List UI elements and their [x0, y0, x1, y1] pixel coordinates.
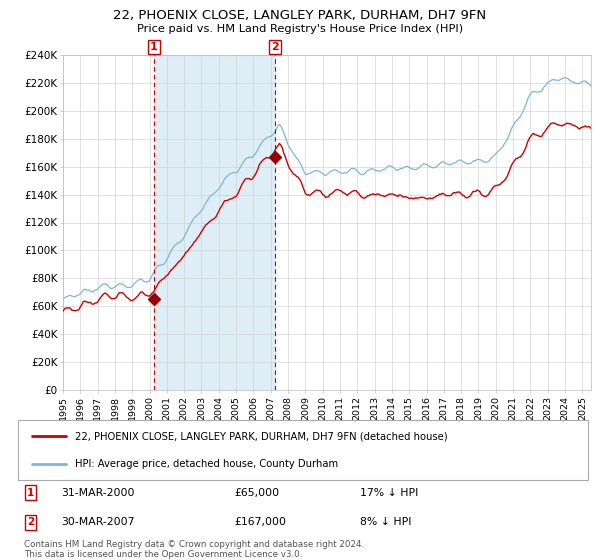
Text: 1: 1 — [150, 42, 158, 52]
Text: 1: 1 — [27, 488, 34, 498]
Text: 31-MAR-2000: 31-MAR-2000 — [61, 488, 134, 498]
FancyBboxPatch shape — [18, 420, 588, 480]
Bar — [154, 55, 275, 390]
Text: Price paid vs. HM Land Registry's House Price Index (HPI): Price paid vs. HM Land Registry's House … — [137, 24, 463, 34]
Text: 2: 2 — [271, 42, 279, 52]
Text: 30-MAR-2007: 30-MAR-2007 — [61, 517, 134, 528]
Text: HPI: Average price, detached house, County Durham: HPI: Average price, detached house, Coun… — [75, 459, 338, 469]
Text: 22, PHOENIX CLOSE, LANGLEY PARK, DURHAM, DH7 9FN (detached house): 22, PHOENIX CLOSE, LANGLEY PARK, DURHAM,… — [75, 431, 448, 441]
Text: 8% ↓ HPI: 8% ↓ HPI — [360, 517, 412, 528]
Text: £65,000: £65,000 — [235, 488, 280, 498]
Text: £167,000: £167,000 — [235, 517, 287, 528]
Text: 2: 2 — [27, 517, 34, 528]
Text: Contains HM Land Registry data © Crown copyright and database right 2024.
This d: Contains HM Land Registry data © Crown c… — [24, 540, 364, 559]
Text: 22, PHOENIX CLOSE, LANGLEY PARK, DURHAM, DH7 9FN: 22, PHOENIX CLOSE, LANGLEY PARK, DURHAM,… — [113, 9, 487, 22]
Text: 17% ↓ HPI: 17% ↓ HPI — [360, 488, 418, 498]
